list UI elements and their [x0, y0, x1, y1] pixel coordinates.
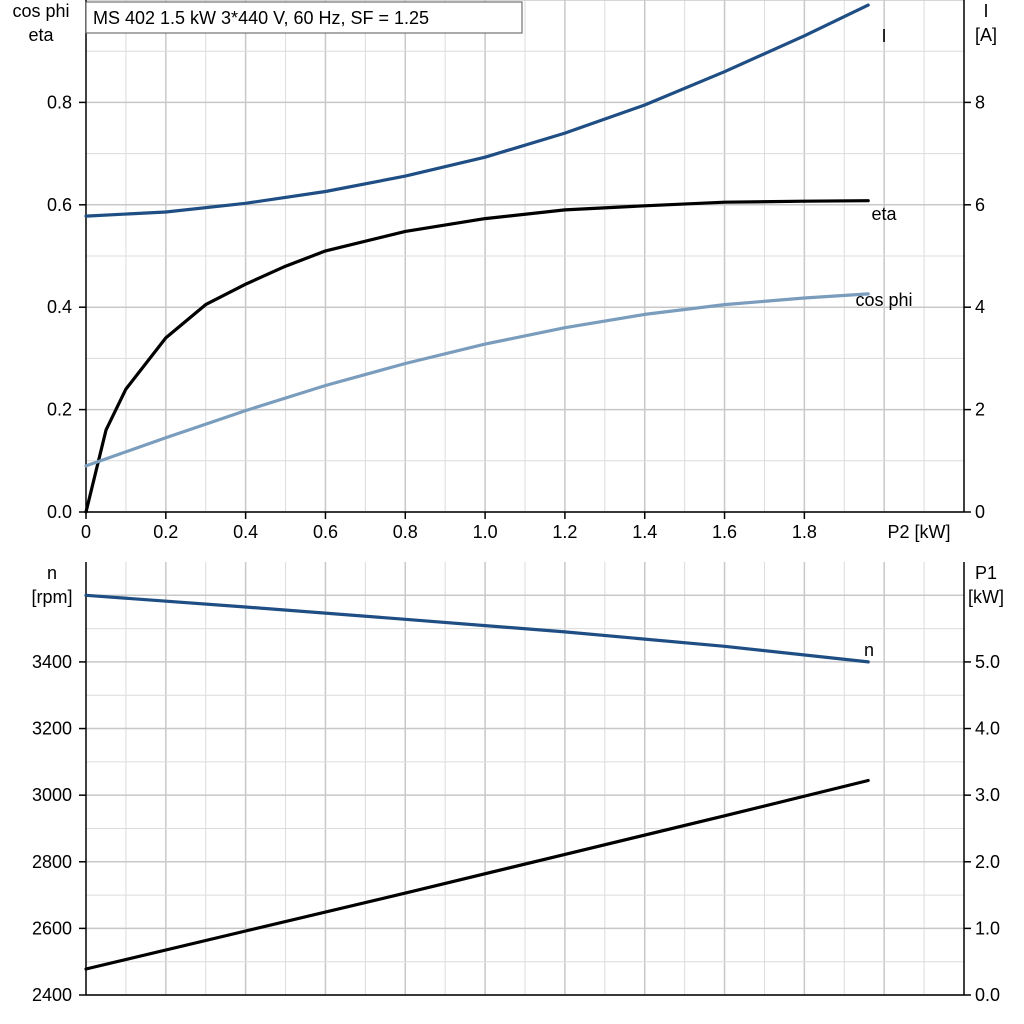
- n-curve-label: n: [864, 640, 874, 660]
- right-tick-label: 6: [975, 195, 985, 215]
- left-tick-label: 0.8: [47, 92, 72, 112]
- cos-phi-curve: [84, 292, 870, 468]
- bottom-chart-speed-power: 2400 2600 2800 3000 3200 3400 0.0 1.0 2.0 3.0 4.0 5…: [31, 562, 1004, 1005]
- top-chart-efficiency-current: 0.0 0.2 0.4 0.6 0.8 0 2 4 6 8 cos phi eta I [A] 0 0.2 0.…: [12, 0, 997, 542]
- p1-curve: [84, 778, 870, 971]
- n-curve: [84, 593, 870, 664]
- x-tick-label: 0: [81, 522, 91, 542]
- eta-curve-label: eta: [871, 204, 897, 224]
- left-tick-label: 2800: [32, 852, 72, 872]
- right-axis-label: [A]: [975, 25, 997, 45]
- right-tick-label: 3.0: [975, 785, 1000, 805]
- x-tick-label: 1.8: [792, 522, 817, 542]
- left-axis-label: [rpm]: [31, 587, 72, 607]
- right-tick-label: 0: [975, 502, 985, 522]
- x-tick-label: 1.4: [632, 522, 657, 542]
- motor-info-box: MS 402 1.5 kW 3*440 V, 60 Hz, SF = 1.25: [85, 1, 523, 34]
- right-tick-label: 4: [975, 297, 985, 317]
- left-axis-label: eta: [28, 25, 54, 45]
- i-curve: [84, 3, 870, 218]
- x-tick-label: 0.4: [233, 522, 258, 542]
- left-tick-label: 3000: [32, 785, 72, 805]
- left-tick-label: 3200: [32, 719, 72, 739]
- right-tick-label: 4.0: [975, 719, 1000, 739]
- x-tick-label: 0.6: [313, 522, 338, 542]
- grid: [86, 562, 964, 996]
- right-tick-label: 2: [975, 400, 985, 420]
- i-curve-label: I: [881, 26, 886, 46]
- x-tick-label: 0.8: [393, 522, 418, 542]
- cos-phi-curve-label: cos phi: [855, 290, 912, 310]
- right-axis-label: P1: [975, 563, 997, 583]
- x-tick-label: 1.6: [712, 522, 737, 542]
- left-tick-label: 0.6: [47, 195, 72, 215]
- right-tick-label: 8: [975, 92, 985, 112]
- left-tick-label: 0.0: [47, 502, 72, 522]
- eta-curve: [84, 199, 870, 514]
- left-tick-label: 3400: [32, 652, 72, 672]
- right-axis-label: [kW]: [968, 587, 1004, 607]
- right-tick-label: 2.0: [975, 852, 1000, 872]
- left-axis-label: n: [47, 563, 57, 583]
- grid: [86, 0, 964, 513]
- motor-info-box-border: [85, 1, 523, 34]
- right-tick-label: 5.0: [975, 652, 1000, 672]
- motor-info-text: MS 402 1.5 kW 3*440 V, 60 Hz, SF = 1.25: [93, 8, 429, 28]
- x-tick-label: 1.2: [552, 522, 577, 542]
- right-tick-label: 1.0: [975, 918, 1000, 938]
- left-tick-label: 0.2: [47, 400, 72, 420]
- left-axis-label: cos phi: [12, 1, 69, 21]
- x-axis-label: P2 [kW]: [887, 522, 950, 542]
- right-axis-label: I: [983, 1, 988, 21]
- x-tick-label: 0.2: [153, 522, 178, 542]
- x-tick-label: 1.0: [473, 522, 498, 542]
- left-tick-label: 2600: [32, 918, 72, 938]
- left-tick-label: 0.4: [47, 297, 72, 317]
- left-tick-label: 2400: [32, 985, 72, 1005]
- right-tick-label: 0.0: [975, 985, 1000, 1005]
